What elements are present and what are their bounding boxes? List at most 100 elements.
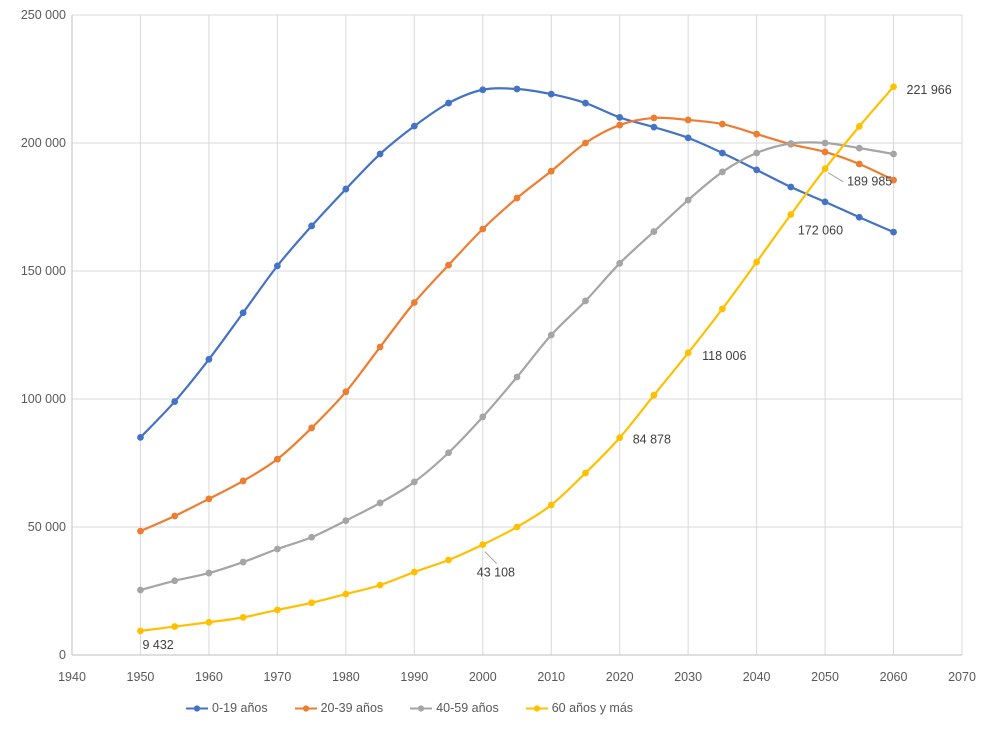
legend-label: 40-59 años xyxy=(436,700,499,715)
leader-line xyxy=(827,172,844,183)
series-marker-20-39-a-os xyxy=(821,148,829,156)
x-tick-label: 2070 xyxy=(948,670,976,684)
legend-line-marker-icon xyxy=(410,704,433,712)
y-tick-label: 50 000 xyxy=(28,520,66,534)
series-marker-40-59-a-os xyxy=(650,228,658,235)
series-marker-0-19-a-os xyxy=(445,99,452,107)
y-tick-label: 0 xyxy=(59,648,66,662)
series-marker-60-a-os-y-m-s xyxy=(582,469,589,477)
series-marker-20-39-a-os xyxy=(171,512,179,520)
series-marker-0-19-a-os xyxy=(787,183,795,191)
series-marker-0-19-a-os xyxy=(205,355,213,363)
x-tick-label: 1940 xyxy=(58,670,86,684)
series-40-59-a-os[interactable] xyxy=(137,139,897,594)
series-marker-20-39-a-os xyxy=(513,194,521,202)
series-marker-20-39-a-os xyxy=(308,424,316,432)
series-marker-60-a-os-y-m-s xyxy=(273,606,281,614)
series-marker-60-a-os-y-m-s xyxy=(342,590,350,598)
y-tick-label: 200 000 xyxy=(21,136,66,150)
legend-item-0-19-anos[interactable]: 0-19 años xyxy=(186,701,268,716)
series-60-a-os-y-m-s[interactable] xyxy=(137,83,897,635)
series-marker-20-39-a-os xyxy=(582,139,589,147)
series-marker-40-59-a-os xyxy=(445,449,452,457)
series-marker-60-a-os-y-m-s xyxy=(753,258,761,266)
series-marker-40-59-a-os xyxy=(684,196,692,204)
series-marker-0-19-a-os xyxy=(239,309,247,317)
series-marker-20-39-a-os xyxy=(855,160,863,168)
series-marker-40-59-a-os xyxy=(376,499,384,507)
series-marker-40-59-a-os xyxy=(718,168,726,176)
data-label: 43 108 xyxy=(477,566,515,580)
x-tick-label: 1980 xyxy=(332,670,360,684)
series-marker-20-39-a-os xyxy=(239,477,247,485)
series-marker-40-59-a-os xyxy=(616,259,624,267)
series-marker-40-59-a-os xyxy=(547,331,555,339)
legend-item-40-59-anos[interactable]: 40-59 años xyxy=(410,701,499,716)
series-marker-20-39-a-os xyxy=(547,167,555,175)
legend-item-60-anos-y-mas[interactable]: 60 años y más xyxy=(525,700,634,716)
series-marker-40-59-a-os xyxy=(821,139,829,147)
series-marker-60-a-os-y-m-s xyxy=(513,523,521,531)
series-marker-20-39-a-os xyxy=(445,261,452,269)
series-marker-40-59-a-os xyxy=(855,144,863,152)
series-0-19-a-os[interactable] xyxy=(137,85,897,441)
chart-legend: 0-19 años 20-39 años 40-59 años 60 años … xyxy=(186,700,633,716)
x-tick-label: 1970 xyxy=(263,670,291,684)
y-tick-label: 250 000 xyxy=(21,8,66,22)
legend-line-marker-icon xyxy=(294,704,317,712)
series-marker-60-a-os-y-m-s xyxy=(547,501,555,509)
x-tick-label: 2060 xyxy=(880,670,908,684)
series-marker-0-19-a-os xyxy=(273,262,281,270)
series-marker-20-39-a-os xyxy=(376,343,384,351)
legend-label: 20-39 años xyxy=(320,700,384,715)
series-marker-40-59-a-os xyxy=(410,478,418,486)
series-marker-0-19-a-os xyxy=(410,122,418,130)
series-marker-60-a-os-y-m-s xyxy=(137,627,144,635)
x-tick-label: 1990 xyxy=(400,670,428,684)
series-marker-40-59-a-os xyxy=(137,586,144,594)
series-marker-0-19-a-os xyxy=(342,185,350,193)
series-marker-60-a-os-y-m-s xyxy=(205,618,213,626)
series-20-39-a-os[interactable] xyxy=(137,114,897,535)
series-marker-20-39-a-os xyxy=(718,120,726,128)
legend-item-20-39-anos[interactable]: 20-39 años xyxy=(294,700,384,716)
series-marker-60-a-os-y-m-s xyxy=(410,568,418,576)
series-marker-40-59-a-os xyxy=(308,533,316,541)
series-marker-60-a-os-y-m-s xyxy=(308,599,316,607)
series-marker-60-a-os-y-m-s xyxy=(479,541,487,549)
series-marker-60-a-os-y-m-s xyxy=(650,391,658,399)
series-marker-20-39-a-os xyxy=(753,130,761,138)
series-marker-0-19-a-os xyxy=(616,114,624,121)
series-marker-0-19-a-os xyxy=(718,149,726,157)
series-marker-20-39-a-os xyxy=(650,114,658,122)
series-marker-20-39-a-os xyxy=(137,527,144,535)
series-marker-20-39-a-os xyxy=(205,495,213,503)
series-marker-0-19-a-os xyxy=(479,86,487,94)
series-marker-20-39-a-os xyxy=(890,176,897,184)
series-marker-20-39-a-os xyxy=(273,455,281,463)
data-label: 118 006 xyxy=(702,349,746,363)
series-marker-20-39-a-os xyxy=(410,299,418,306)
data-label: 172 060 xyxy=(798,224,843,238)
series-marker-0-19-a-os xyxy=(650,123,658,131)
series-marker-0-19-a-os xyxy=(308,222,316,230)
series-marker-40-59-a-os xyxy=(787,140,795,147)
series-marker-0-19-a-os xyxy=(171,398,179,405)
series-marker-40-59-a-os xyxy=(171,577,179,585)
series-marker-60-a-os-y-m-s xyxy=(718,305,726,313)
series-marker-0-19-a-os xyxy=(890,228,897,236)
gridlines xyxy=(71,14,963,656)
series-marker-40-59-a-os xyxy=(753,149,761,157)
series-marker-0-19-a-os xyxy=(855,213,863,221)
y-tick-label: 150 000 xyxy=(21,264,66,278)
data-label: 84 878 xyxy=(633,433,671,447)
data-label: 221 966 xyxy=(907,83,952,97)
legend-label: 60 años y más xyxy=(551,700,634,715)
series-marker-60-a-os-y-m-s xyxy=(821,165,829,173)
x-tick-label: 2040 xyxy=(743,670,771,684)
series-marker-40-59-a-os xyxy=(890,150,897,158)
series-marker-0-19-a-os xyxy=(376,150,384,158)
series-marker-40-59-a-os xyxy=(513,373,521,381)
x-tick-label: 2020 xyxy=(606,670,634,684)
